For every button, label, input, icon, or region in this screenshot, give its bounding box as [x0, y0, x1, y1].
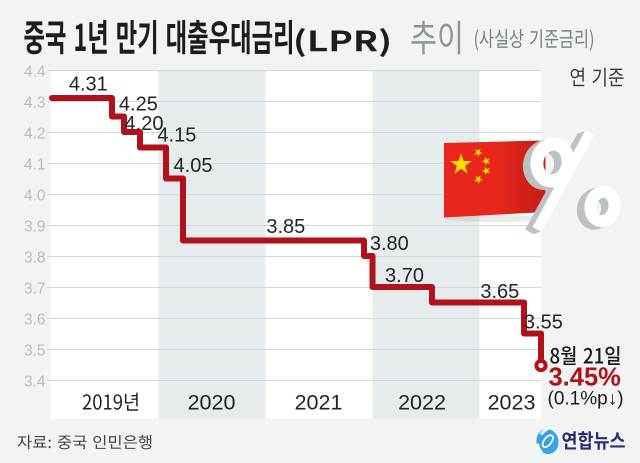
svg-text:2023: 2023: [488, 391, 536, 415]
svg-text:2021: 2021: [295, 391, 343, 415]
svg-text:3.9: 3.9: [24, 218, 46, 235]
svg-text:4.20: 4.20: [125, 113, 164, 135]
svg-text:3.7: 3.7: [24, 280, 46, 297]
svg-text:4.2: 4.2: [24, 125, 46, 142]
svg-text:3.5: 3.5: [24, 342, 46, 359]
svg-text:4.05: 4.05: [174, 155, 213, 177]
svg-text:(0.1%p↓): (0.1%p↓): [548, 389, 624, 410]
svg-text:3.80: 3.80: [370, 233, 409, 255]
svg-text:4.15: 4.15: [157, 124, 196, 146]
svg-text:3.55: 3.55: [524, 311, 563, 333]
svg-text:3.8: 3.8: [24, 249, 46, 266]
svg-text:4.25: 4.25: [119, 93, 158, 115]
svg-text:4.31: 4.31: [69, 74, 108, 96]
svg-text:4.1: 4.1: [24, 156, 46, 173]
svg-text:2020: 2020: [188, 391, 236, 415]
svg-text:3.65: 3.65: [480, 281, 519, 303]
svg-text:2022: 2022: [398, 391, 446, 415]
svg-text:4.4: 4.4: [24, 63, 46, 80]
svg-text:3.85: 3.85: [266, 216, 305, 238]
svg-text:3.70: 3.70: [385, 265, 424, 287]
svg-text:4.3: 4.3: [24, 94, 46, 111]
svg-text:4.0: 4.0: [24, 187, 46, 204]
svg-text:3.45%: 3.45%: [549, 364, 621, 392]
svg-text:3.4: 3.4: [24, 373, 46, 390]
svg-text:3.6: 3.6: [24, 311, 46, 328]
